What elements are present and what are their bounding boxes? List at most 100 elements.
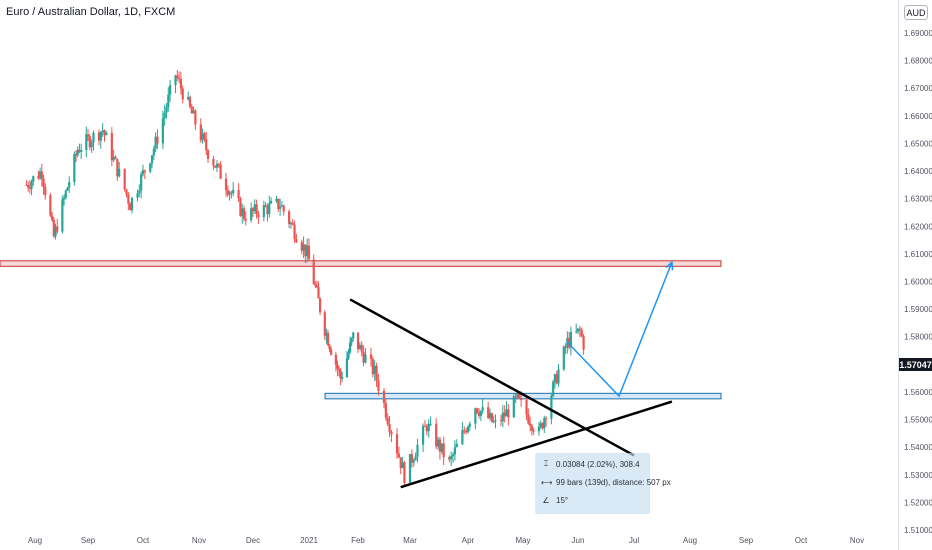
angle-icon: ∠ [542, 496, 550, 505]
candle-body [312, 259, 315, 285]
candle-body [516, 393, 519, 398]
candle-body [277, 198, 280, 209]
candle-body [206, 150, 210, 159]
candle-body [99, 131, 102, 141]
candle-body [477, 412, 481, 416]
candle-body [395, 434, 399, 454]
candle-body [334, 354, 337, 365]
candle-body [97, 132, 101, 141]
candle-body [325, 332, 328, 336]
resistance-zone[interactable] [0, 260, 722, 267]
candle-body [582, 336, 585, 350]
candle-body [112, 156, 115, 161]
candle-body [237, 189, 240, 199]
candle-body [348, 342, 352, 353]
price-tick-label: 1.58000 [904, 333, 932, 342]
candle-body [397, 453, 400, 458]
trendline-1[interactable] [349, 298, 635, 457]
candle-body [525, 400, 528, 415]
candle-body [562, 346, 565, 370]
candle-body [114, 156, 117, 159]
candle-body [268, 203, 271, 214]
time-tick-label: Jun [572, 536, 585, 545]
candle-body [39, 171, 42, 179]
trendline-2[interactable] [400, 400, 673, 489]
candle-body [337, 368, 341, 371]
candle-body [476, 408, 479, 413]
candle-body [421, 425, 425, 445]
candle-body [293, 224, 296, 239]
candle-body [140, 174, 143, 191]
candle-body [403, 462, 406, 483]
candle-body [103, 130, 106, 136]
candle-body [412, 460, 415, 463]
candle-body [377, 380, 380, 391]
candle-body [143, 170, 146, 172]
candle-body [251, 208, 255, 212]
candle-body [435, 423, 438, 447]
candle-body [507, 409, 510, 418]
candle-body [544, 417, 548, 419]
candle-body [85, 134, 88, 151]
candle-body [27, 185, 30, 188]
candle-body [461, 429, 464, 445]
time-tick-label: Aug [28, 536, 42, 545]
candle-body [179, 79, 183, 89]
candle-body [341, 377, 344, 379]
candle-body [427, 424, 430, 432]
candle-body [74, 154, 78, 156]
price-tick-label: 1.66000 [904, 112, 932, 121]
date-range-icon: ⟷ [541, 478, 553, 487]
candle-body [136, 193, 139, 198]
candle-body [465, 431, 468, 433]
candle-body [215, 163, 219, 168]
candle-body [138, 190, 141, 194]
candle-body [576, 328, 580, 332]
candle-body [371, 358, 374, 375]
candle-body [539, 423, 542, 427]
candle-body [127, 194, 130, 204]
candle-body [129, 203, 132, 211]
price-tick-label: 1.51000 [904, 526, 932, 535]
candle-body [488, 413, 492, 419]
currency-badge[interactable]: AUD [904, 5, 928, 20]
price-tick-label: 1.53000 [904, 471, 932, 480]
candle-body [575, 331, 578, 333]
candle-body [339, 370, 342, 379]
candle-body [152, 148, 155, 156]
candle-body [487, 407, 490, 419]
candle-body [219, 164, 222, 179]
price-tick-label: 1.69000 [904, 29, 932, 38]
candle-body [455, 444, 458, 448]
candle-body [492, 421, 495, 423]
candle-body [364, 354, 367, 363]
candle-body [328, 345, 331, 350]
candle-body [50, 215, 54, 220]
candle-body [167, 94, 170, 108]
candle-body [168, 85, 172, 95]
candle-body [401, 462, 404, 469]
time-tick-label: Dec [246, 536, 260, 545]
candle-body [80, 150, 83, 152]
price-tick-label: 1.61000 [904, 250, 932, 259]
candle-body [66, 187, 69, 191]
candle-body [163, 112, 166, 119]
candle-body [578, 328, 581, 330]
candle-body [330, 349, 333, 355]
candle-body [569, 331, 573, 348]
candle-body [564, 346, 567, 348]
price-tick-label: 1.56000 [904, 388, 932, 397]
projection-path[interactable] [566, 261, 673, 398]
measure-bars-row: ⟷ 99 bars (139d), distance: 507 px [541, 478, 671, 487]
candle-body [386, 417, 389, 425]
candle-body [423, 425, 427, 427]
measure-price-row: ⌶ 0.03084 (2.02%), 308.4 [541, 459, 640, 469]
candle-body [463, 429, 466, 432]
candle-body [416, 444, 419, 457]
candle-body [425, 426, 428, 432]
candle-body [42, 178, 45, 187]
price-tick-label: 1.68000 [904, 57, 932, 66]
candle-body [149, 163, 152, 172]
